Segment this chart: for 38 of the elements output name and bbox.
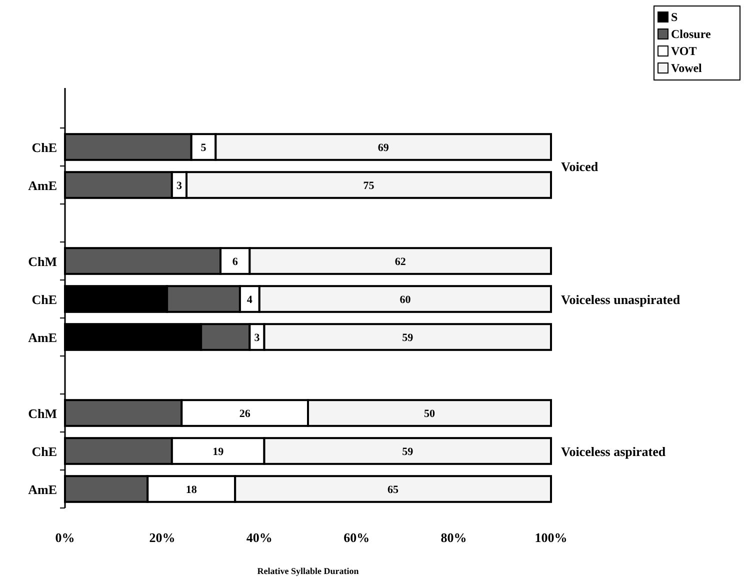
x-tick-label: 40% <box>246 530 272 545</box>
y-tick-label: AmE <box>28 330 57 345</box>
data-label: 5 <box>200 142 207 154</box>
data-label: 19 <box>212 446 224 458</box>
data-label: 59 <box>402 332 414 344</box>
legend-label: VOT <box>671 44 697 58</box>
x-tick-label: 100% <box>534 530 568 545</box>
x-tick-label: 0% <box>55 530 75 545</box>
data-label: 75 <box>363 180 375 192</box>
data-label: 26 <box>239 408 251 420</box>
data-label: 69 <box>378 142 390 154</box>
legend-label: S <box>671 10 678 24</box>
y-tick-label: ChE <box>32 444 57 459</box>
y-tick-label: ChM <box>28 254 57 269</box>
data-label: 3 <box>176 180 182 192</box>
data-label: 6 <box>232 256 238 268</box>
x-tick-label: 20% <box>149 530 176 545</box>
x-tick-label: 80% <box>440 530 467 545</box>
text: Voiceless unaspirated <box>561 292 681 307</box>
data-label: 59 <box>402 446 414 458</box>
data-label: 65 <box>388 484 400 496</box>
data-label: 18 <box>186 484 198 496</box>
data-label: 60 <box>400 294 412 306</box>
y-tick-label: ChE <box>32 140 57 155</box>
y-tick-label: ChE <box>32 292 57 307</box>
data-label: 3 <box>254 332 260 344</box>
text: Voiced <box>561 159 599 174</box>
data-label: 50 <box>424 408 436 420</box>
x-tick-label: 60% <box>344 530 370 545</box>
legend-label: Vowel <box>671 61 703 75</box>
y-tick-label: AmE <box>28 482 57 497</box>
y-tick-label: AmE <box>28 178 57 193</box>
data-label: 62 <box>394 256 406 268</box>
y-tick-label: ChM <box>28 406 57 421</box>
data-label: 4 <box>246 294 253 306</box>
text: Voiceless aspirated <box>561 444 666 459</box>
legend-label: Closure <box>671 27 712 41</box>
x-axis-title: Relative Syllable Duration <box>257 566 359 576</box>
